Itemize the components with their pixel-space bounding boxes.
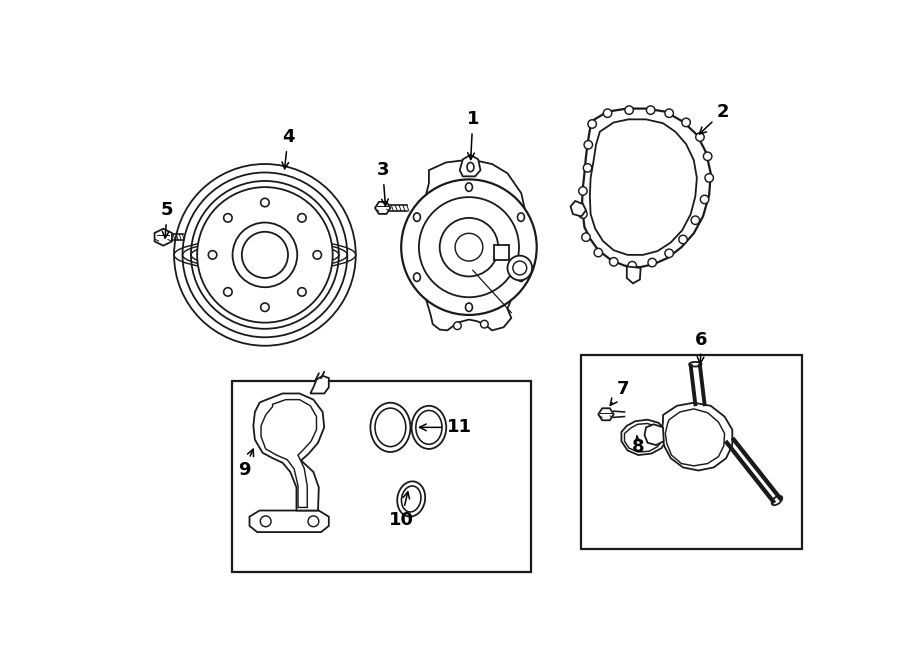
Text: 7: 7 [610, 380, 629, 405]
Circle shape [691, 216, 699, 225]
Circle shape [625, 106, 634, 114]
Ellipse shape [689, 362, 701, 367]
Circle shape [696, 133, 704, 141]
Circle shape [481, 321, 488, 328]
Polygon shape [625, 424, 662, 452]
Ellipse shape [413, 213, 420, 221]
Polygon shape [644, 424, 664, 445]
Polygon shape [254, 393, 324, 510]
Polygon shape [621, 420, 667, 455]
Polygon shape [249, 510, 328, 532]
Circle shape [174, 164, 356, 346]
Text: 6: 6 [695, 330, 707, 364]
Ellipse shape [518, 213, 525, 221]
Circle shape [665, 249, 673, 258]
Circle shape [679, 235, 688, 244]
Ellipse shape [416, 410, 442, 444]
Circle shape [646, 106, 655, 114]
Circle shape [455, 233, 482, 261]
Circle shape [704, 152, 712, 161]
Text: 5: 5 [161, 201, 174, 238]
Ellipse shape [413, 273, 420, 282]
Circle shape [609, 258, 618, 266]
Ellipse shape [465, 183, 472, 191]
Text: 10: 10 [389, 492, 414, 529]
Circle shape [298, 214, 306, 222]
Polygon shape [598, 408, 614, 420]
Circle shape [579, 210, 587, 218]
Polygon shape [582, 108, 711, 267]
Polygon shape [493, 245, 509, 260]
Ellipse shape [401, 486, 421, 512]
Ellipse shape [375, 408, 406, 447]
Ellipse shape [467, 163, 474, 172]
Polygon shape [662, 403, 733, 471]
Circle shape [308, 516, 319, 527]
Circle shape [298, 288, 306, 296]
Circle shape [454, 322, 462, 330]
Polygon shape [590, 120, 697, 255]
Circle shape [588, 120, 597, 128]
Polygon shape [571, 201, 586, 216]
Text: 11: 11 [419, 418, 472, 436]
Text: 1: 1 [466, 110, 479, 159]
Circle shape [242, 232, 288, 278]
Circle shape [579, 187, 587, 195]
Ellipse shape [371, 403, 410, 452]
Circle shape [208, 251, 217, 259]
Text: 3: 3 [376, 161, 389, 206]
Polygon shape [665, 409, 725, 466]
Circle shape [232, 223, 297, 288]
Bar [232, 381, 530, 572]
Circle shape [583, 164, 592, 172]
Polygon shape [418, 159, 526, 330]
Circle shape [682, 118, 690, 127]
Circle shape [508, 256, 532, 280]
Ellipse shape [411, 406, 446, 449]
Circle shape [584, 141, 592, 149]
Circle shape [700, 195, 709, 204]
Text: 9: 9 [238, 449, 254, 479]
Circle shape [261, 198, 269, 207]
Circle shape [197, 187, 333, 323]
Circle shape [440, 218, 499, 276]
Circle shape [513, 261, 526, 275]
Circle shape [665, 109, 673, 118]
Circle shape [260, 516, 271, 527]
Ellipse shape [518, 273, 525, 282]
Polygon shape [626, 266, 641, 284]
Circle shape [581, 233, 590, 241]
Polygon shape [155, 229, 172, 246]
Polygon shape [460, 155, 481, 176]
Text: 4: 4 [282, 128, 294, 169]
Circle shape [648, 258, 656, 267]
Circle shape [313, 251, 321, 259]
Circle shape [418, 197, 519, 297]
Circle shape [223, 288, 232, 296]
Circle shape [594, 249, 602, 257]
Ellipse shape [465, 303, 472, 311]
Polygon shape [310, 375, 328, 393]
Circle shape [223, 214, 232, 222]
Polygon shape [375, 202, 391, 214]
Ellipse shape [397, 481, 425, 517]
Circle shape [628, 261, 636, 270]
Polygon shape [261, 400, 317, 508]
Circle shape [401, 179, 536, 315]
Bar [580, 355, 803, 549]
Circle shape [603, 109, 612, 118]
Circle shape [705, 174, 714, 182]
Text: 8: 8 [632, 436, 644, 456]
Circle shape [261, 303, 269, 311]
Ellipse shape [771, 496, 782, 505]
Text: 2: 2 [699, 102, 729, 134]
